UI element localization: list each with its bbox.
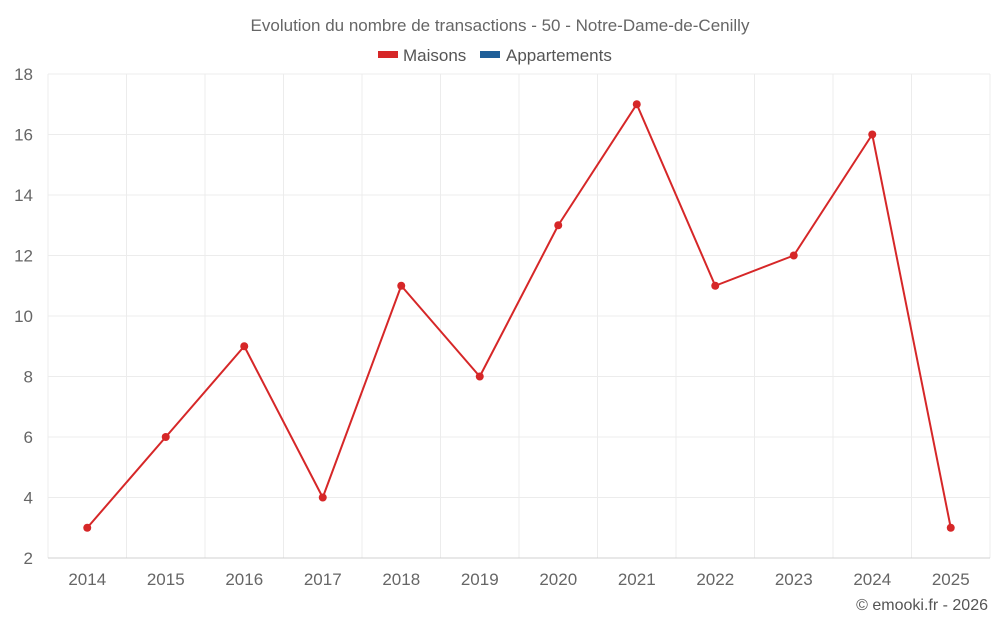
x-tick-label: 2024 [853,570,891,589]
data-point[interactable] [632,100,641,109]
x-tick-labels: 2014 2015 2016 2017 2018 2019 2020 2021 2022 2023… [68,570,969,589]
data-point[interactable] [161,433,170,441]
x-tick-label: 2016 [225,570,263,589]
y-tick-label: 16 [14,126,33,145]
x-tick-label: 2021 [618,570,656,589]
y-tick-label: 12 [14,247,33,266]
data-point[interactable] [397,281,406,290]
x-tick-label: 2025 [932,570,970,589]
y-tick-label: 18 [14,65,33,84]
series-line-maisons [86,103,952,529]
legend-swatch-appartements [480,51,500,58]
x-tick-label: 2023 [775,570,813,589]
legend-label-appartements: Appartements [506,46,612,65]
data-point[interactable] [711,281,720,290]
credit-text: © emooki.fr - 2026 [856,597,988,614]
y-tick-label: 10 [14,307,33,326]
legend-item-maisons[interactable]: Maisons [378,46,466,65]
y-tick-label: 6 [24,428,33,447]
data-point[interactable] [554,221,563,230]
data-point[interactable] [789,251,798,260]
x-tick-label: 2018 [382,570,420,589]
y-tick-label: 4 [24,489,33,508]
x-tick-label: 2020 [539,570,577,589]
y-tick-label: 8 [24,368,33,387]
legend-swatch-maisons [378,51,398,58]
y-tick-label: 2 [24,549,33,568]
data-point[interactable] [868,130,877,139]
x-tick-label: 2014 [68,570,106,589]
x-tick-label: 2017 [304,570,342,589]
data-point[interactable] [83,523,92,532]
grid [47,73,991,558]
y-tick-label: 14 [14,186,33,205]
y-tick-labels: 2 4 6 8 10 12 14 16 18 [14,65,33,568]
legend-item-appartements[interactable]: Appartements [480,46,612,65]
data-point[interactable] [318,493,327,502]
series-maisons [83,100,955,532]
legend: Maisons Appartements [378,46,612,65]
legend-label-maisons: Maisons [403,46,466,65]
x-tick-label: 2019 [461,570,499,589]
x-tick-label: 2022 [696,570,734,589]
data-point[interactable] [475,372,484,381]
data-point[interactable] [240,342,249,351]
chart-title: Evolution du nombre de transactions - 50… [251,16,750,35]
data-point[interactable] [946,523,955,532]
x-tick-label: 2015 [147,570,185,589]
